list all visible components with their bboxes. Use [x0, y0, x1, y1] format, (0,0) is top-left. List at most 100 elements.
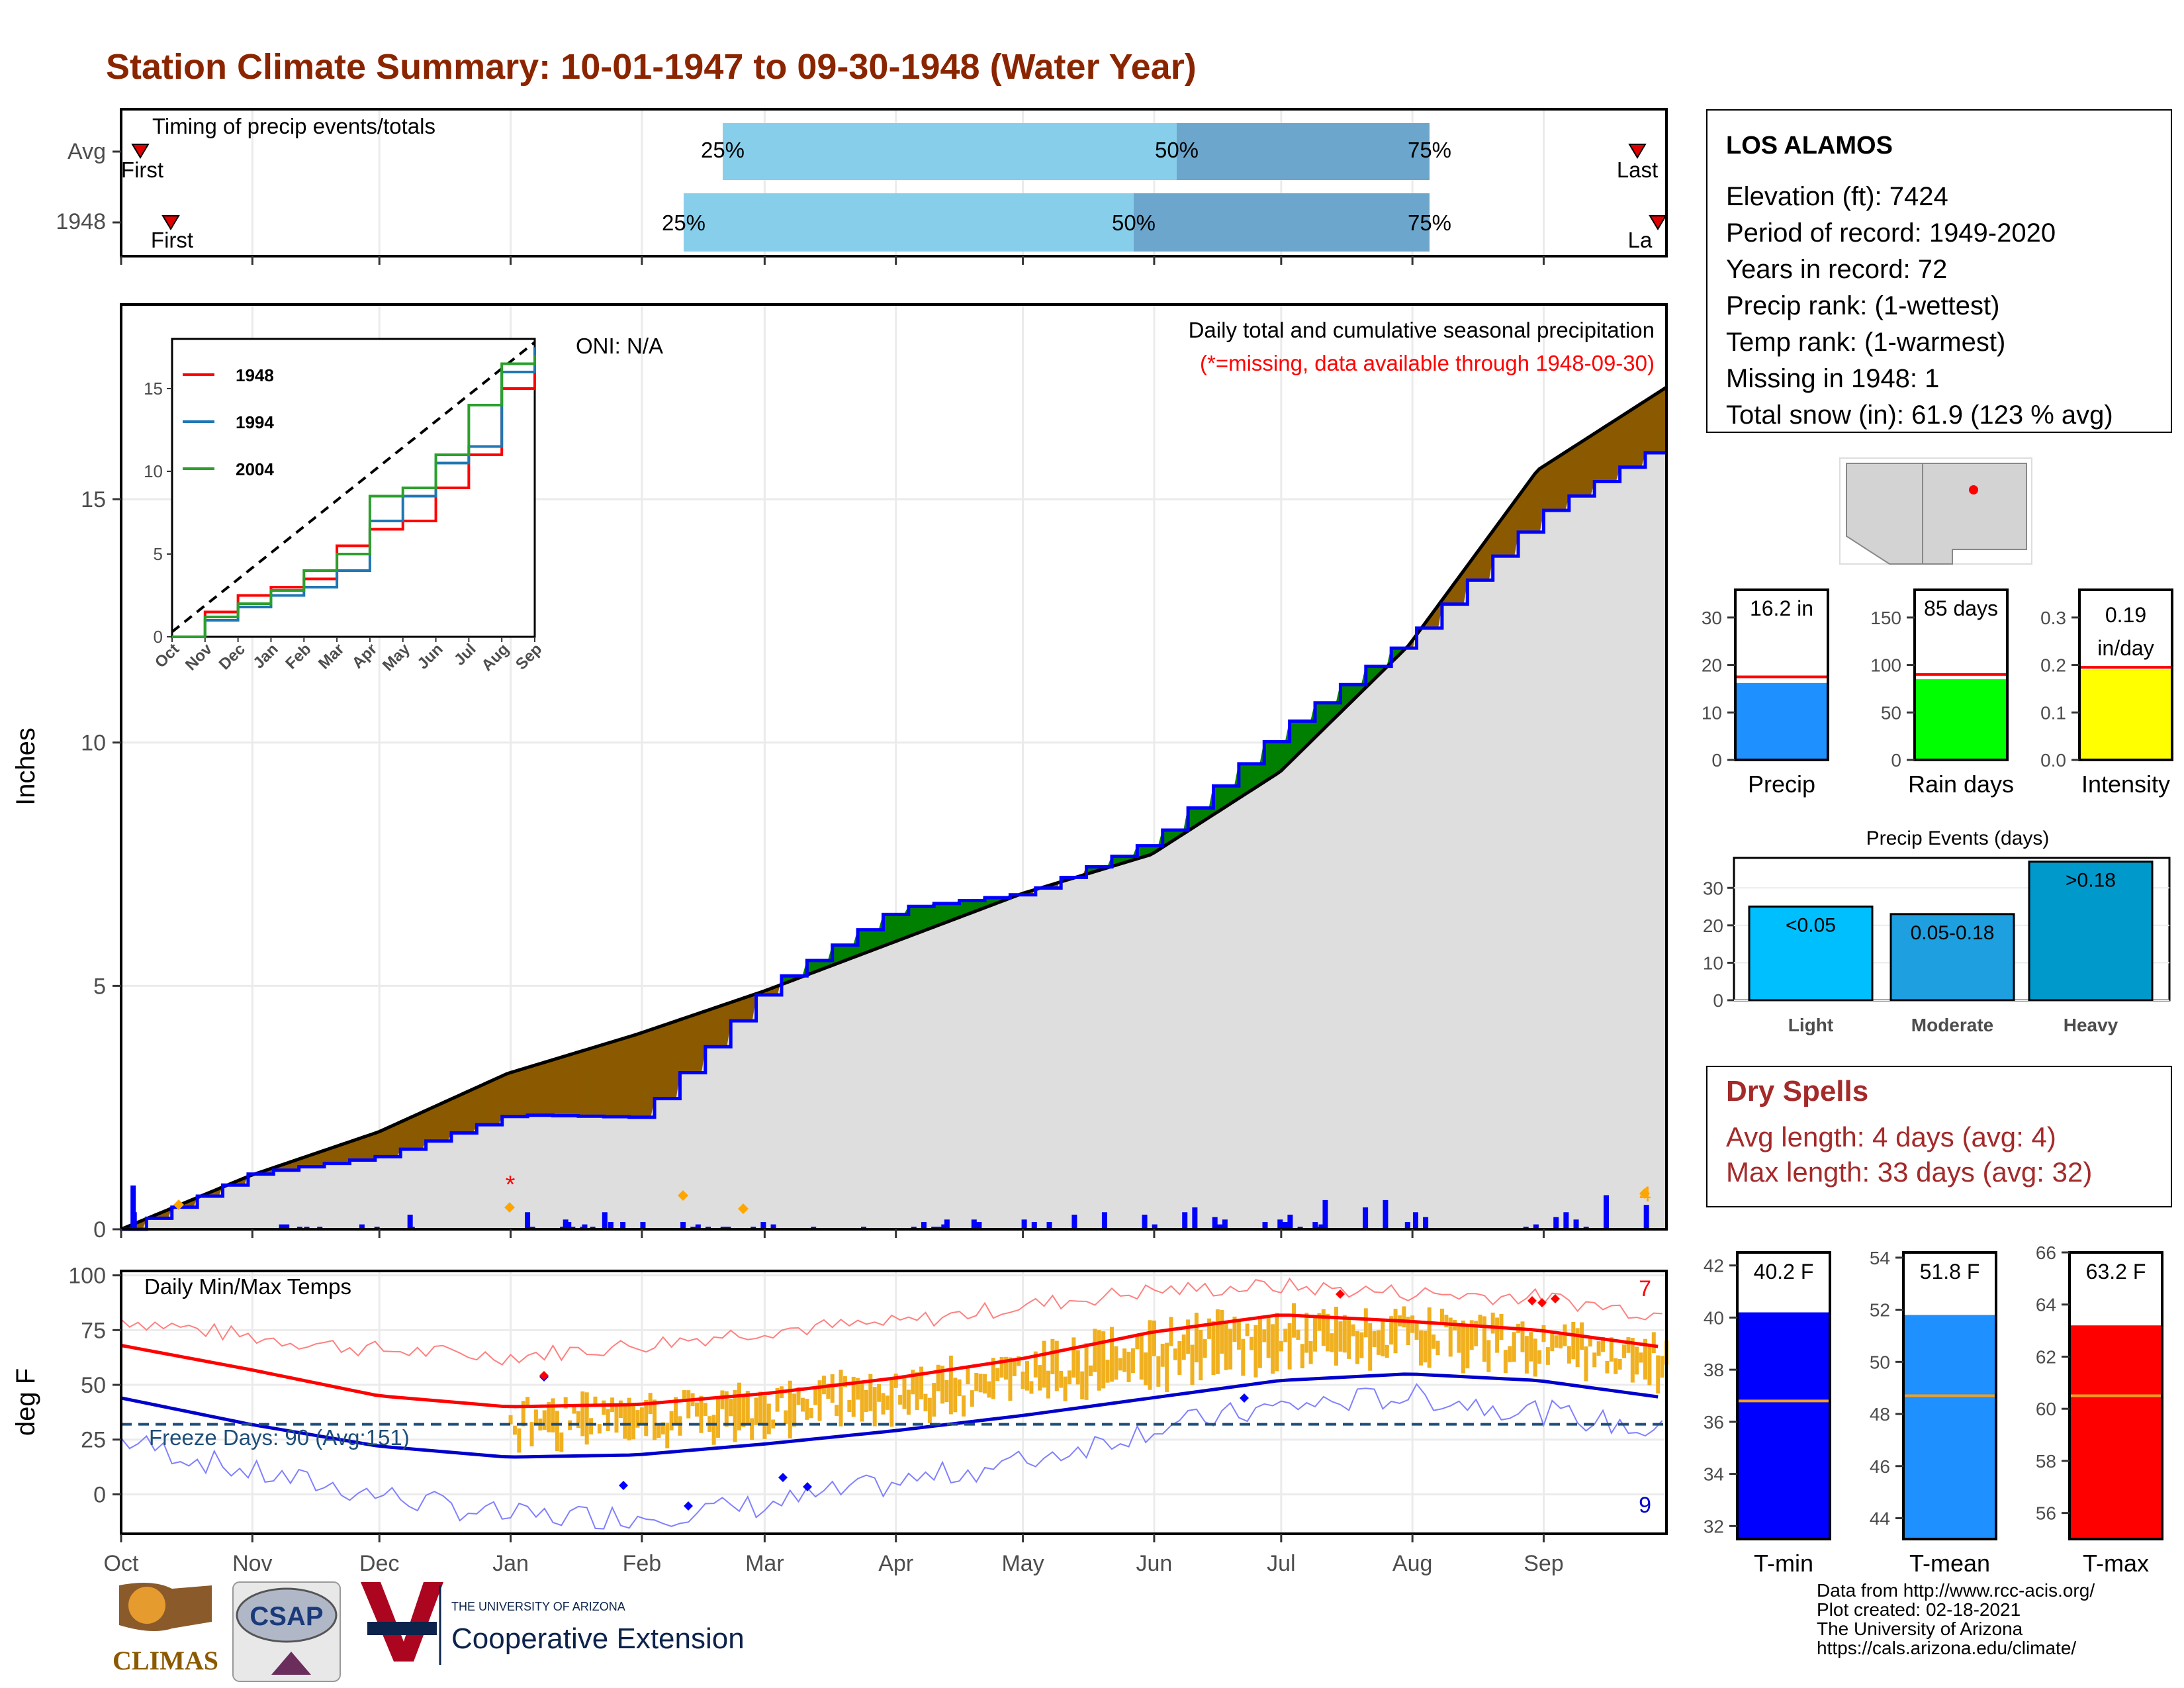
temp-summary-label: T-mean	[1909, 1550, 1990, 1577]
daily-temp-range	[1461, 1320, 1465, 1374]
daily-temp-range	[1017, 1356, 1021, 1366]
daily-precip-bar	[407, 1214, 413, 1229]
daily-temp-range	[889, 1380, 894, 1427]
temp-y-tick-label: 100	[68, 1264, 106, 1289]
daily-temp-range	[1359, 1332, 1364, 1358]
daily-temp-range	[839, 1370, 843, 1427]
daily-temp-range	[1490, 1312, 1495, 1334]
snow-marker	[1639, 1188, 1650, 1199]
daily-temp-range	[1381, 1321, 1385, 1357]
events-bar	[1889, 913, 2015, 1002]
daily-temp-range	[835, 1405, 839, 1416]
daily-temp-range	[902, 1376, 907, 1409]
daily-temp-range	[1105, 1359, 1110, 1383]
precip-y-tick-label: 5	[93, 974, 106, 999]
climas-sun	[128, 1587, 165, 1624]
daily-temp-range	[682, 1390, 686, 1402]
daily-precip-bar	[770, 1224, 776, 1229]
daily-temp-range	[1439, 1308, 1444, 1325]
daily-precip-bar	[1142, 1214, 1148, 1229]
daily-precip-bar	[921, 1221, 927, 1229]
daily-temp-range	[674, 1397, 678, 1424]
daily-temp-range	[631, 1403, 636, 1440]
daily-temp-range	[724, 1391, 729, 1427]
daily-precip-bar	[359, 1224, 365, 1229]
record-high-marker	[1537, 1298, 1547, 1307]
record-high-marker	[1336, 1289, 1345, 1299]
daily-temp-range	[1046, 1370, 1050, 1399]
daily-temp-range	[1363, 1308, 1368, 1338]
record-low-marker	[684, 1501, 693, 1511]
daily-temp-range	[1571, 1321, 1576, 1360]
events-y-tick-label: 10	[1703, 953, 1723, 973]
precip-y-axis-label: Inches	[11, 727, 40, 806]
daily-temp-range	[1059, 1370, 1064, 1388]
temp-summary-y-tick-label: 50	[1870, 1352, 1890, 1372]
precip-y-tick-label: 15	[81, 487, 106, 512]
temp-summary-y-tick-label: 58	[2036, 1451, 2056, 1472]
daily-temp-range	[966, 1366, 970, 1385]
daily-temp-range	[1021, 1371, 1025, 1389]
daily-temp-range	[1262, 1329, 1267, 1342]
daily-temp-range	[1334, 1307, 1339, 1366]
timing-pct-label: 50%	[1112, 211, 1156, 235]
record-low-marker	[1240, 1393, 1249, 1403]
daily-temp-range	[1605, 1360, 1610, 1374]
inset-legend-label: 1994	[236, 412, 274, 432]
daily-temp-range	[1554, 1335, 1559, 1348]
daily-temp-range	[1406, 1317, 1410, 1346]
timing-pct-label: 75%	[1408, 138, 1451, 162]
temp-y-tick-label: 25	[81, 1428, 106, 1453]
inset-y-tick-label: 15	[144, 379, 163, 399]
daily-temp-range	[1626, 1336, 1631, 1353]
timing-row-label: Avg	[68, 139, 106, 164]
daily-temp-range	[1347, 1319, 1351, 1359]
daily-temp-range	[1584, 1346, 1588, 1382]
daily-temp-range	[872, 1387, 877, 1427]
snow-label: 4	[1639, 1182, 1651, 1206]
daily-temp-range	[1292, 1303, 1297, 1338]
daily-temp-range	[1186, 1319, 1191, 1354]
intensity-unit-text: in/day	[2097, 636, 2154, 660]
daily-precip-bar	[640, 1221, 646, 1229]
temp-summary-y-tick-label: 38	[1704, 1360, 1724, 1380]
daily-temp-range	[813, 1387, 818, 1405]
temp-summary-y-tick-label: 44	[1870, 1509, 1890, 1529]
daily-temp-range	[1537, 1350, 1542, 1364]
daily-precip-bar	[1182, 1212, 1188, 1229]
credit-line: Data from http://www.rcc-acis.org/	[1817, 1580, 2095, 1601]
daily-temp-range	[1067, 1370, 1071, 1385]
daily-temp-range	[639, 1407, 644, 1425]
daily-temp-range	[1088, 1365, 1093, 1376]
daily-temp-range	[999, 1356, 1004, 1378]
daily-temp-range	[1313, 1316, 1318, 1352]
daily-precip-bar	[566, 1221, 572, 1229]
daily-temp-range	[1224, 1323, 1228, 1370]
summary-y-tick-label: 20	[1702, 655, 1722, 676]
daily-temp-range	[623, 1403, 627, 1439]
daily-precip-bar	[1287, 1214, 1293, 1229]
daily-temp-range	[1444, 1315, 1449, 1328]
daily-precip-bar	[1412, 1212, 1418, 1229]
daily-temp-range	[551, 1398, 555, 1432]
daily-precip-bar	[941, 1224, 947, 1229]
daily-precip-bar	[130, 1185, 136, 1229]
daily-temp-range	[559, 1432, 564, 1452]
last-marker	[1628, 144, 1647, 159]
daily-temp-range	[1207, 1318, 1212, 1339]
temperature-panel: 0 25 50 75 100 Oct Nov Dec Jan Feb Mar Apr May Jun Jul…	[11, 1264, 1668, 1576]
daily-temp-range	[915, 1372, 919, 1410]
summary-bar	[1915, 679, 2007, 760]
daily-temp-range	[1478, 1314, 1482, 1327]
record-low-marker	[778, 1473, 788, 1482]
events-category-label: Light	[1788, 1015, 1833, 1035]
last-label: La	[1628, 228, 1653, 252]
daily-temp-range	[563, 1397, 568, 1409]
last-marker	[1649, 215, 1667, 230]
temp-summary-bars: 32 34 36 38 40 42 40.2 F T-min 44 46 48 50 52 54 51.8 …	[1704, 1243, 2163, 1577]
temp-y-tick-label: 0	[93, 1482, 106, 1507]
timing-1948-bar-early	[684, 193, 1134, 252]
daily-precip-bar	[582, 1224, 588, 1229]
temp-summary-y-tick-label: 36	[1704, 1412, 1724, 1432]
